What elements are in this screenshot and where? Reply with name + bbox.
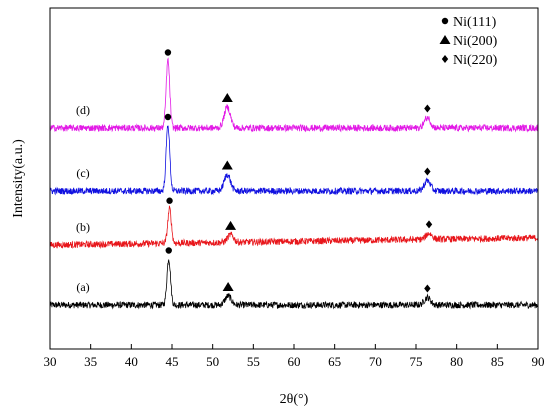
peak-marker-diamond: [424, 167, 431, 176]
curve-label: (b): [76, 220, 90, 234]
legend-label: Ni(111): [453, 15, 497, 30]
legend-label: Ni(200): [453, 34, 498, 49]
series-line-c: [49, 125, 539, 196]
legend: Ni(111) Ni(200) Ni(220): [439, 15, 498, 68]
x-tick-label: 30: [44, 354, 57, 369]
curve-label: (c): [76, 166, 89, 180]
x-tick-label: 70: [369, 354, 382, 369]
legend-marker-diamond: [441, 55, 449, 63]
peak-marker-layer: [164, 49, 433, 293]
x-tick-label: 85: [491, 354, 504, 369]
y-axis-title: Intensity(a.u.): [11, 139, 26, 218]
curve-label: (a): [76, 280, 89, 294]
x-axis-title: 2θ(°): [280, 392, 309, 407]
peak-marker-circle: [164, 113, 172, 121]
x-tick-label: 35: [84, 354, 97, 369]
legend-marker-triangle: [439, 35, 451, 44]
peak-marker-diamond: [425, 220, 433, 229]
x-tick-label: 40: [125, 354, 138, 369]
x-tick-label: 45: [166, 354, 179, 369]
peak-marker-circle: [165, 247, 172, 254]
x-tick-label: 55: [247, 354, 260, 369]
series-line-a: [49, 258, 539, 310]
curve-label: (d): [76, 103, 90, 117]
peak-marker-circle: [164, 49, 172, 56]
series-layer: [49, 57, 539, 310]
series-line-b: [49, 205, 539, 250]
peak-marker-circle: [166, 197, 173, 204]
peak-marker-triangle: [222, 282, 234, 291]
x-tick-label: 65: [328, 354, 341, 369]
series-line-d: [49, 57, 539, 133]
peak-marker-diamond: [424, 284, 431, 293]
peak-marker-triangle: [225, 220, 237, 230]
curve-labels: (a) (b) (c) (d): [76, 103, 90, 294]
x-tick-label: 75: [410, 354, 423, 369]
x-axis-ticks: 30 35 40 45 50 55 60 65 70 75 80 85 90: [44, 344, 545, 369]
x-tick-label: 80: [450, 354, 463, 369]
peak-marker-triangle: [221, 93, 233, 102]
legend-marker-circle: [441, 17, 449, 25]
x-tick-label: 50: [206, 354, 219, 369]
x-tick-label: 60: [288, 354, 301, 369]
peak-marker-diamond: [424, 104, 431, 113]
x-tick-label: 90: [532, 354, 545, 369]
peak-marker-triangle: [221, 160, 233, 170]
legend-label: Ni(220): [453, 53, 498, 68]
